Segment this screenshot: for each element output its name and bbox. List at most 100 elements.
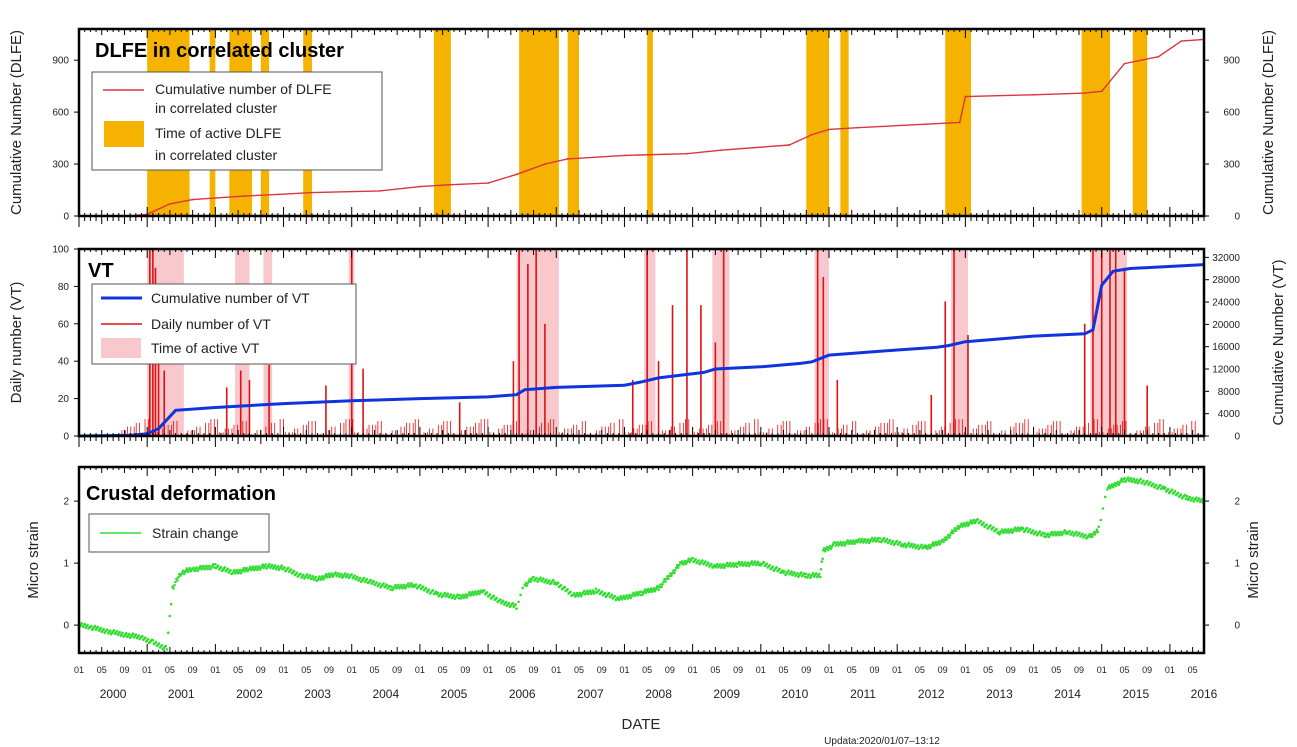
strain-point bbox=[389, 588, 392, 591]
dlfe-legend-label-cumulative-2: in correlated cluster bbox=[155, 100, 278, 116]
month-tick-label: 01 bbox=[415, 665, 425, 675]
dlfe-cumulative-point bbox=[379, 189, 382, 192]
strain-point bbox=[299, 572, 302, 576]
strain-point bbox=[468, 591, 471, 594]
strain-point bbox=[1163, 486, 1167, 489]
strain-point bbox=[815, 572, 818, 575]
strain-point bbox=[768, 564, 771, 567]
month-tick-label: 05 bbox=[915, 665, 925, 675]
strain-point bbox=[141, 634, 144, 638]
strain-point bbox=[525, 584, 528, 587]
dlfe-cumulative-point bbox=[1032, 93, 1035, 96]
strain-point bbox=[1094, 530, 1098, 534]
dlfe-y-axis-label-right: Cumulative Number (DLFE) bbox=[1260, 30, 1277, 215]
dlfe-active-period bbox=[567, 29, 579, 216]
strain-point bbox=[151, 638, 155, 642]
dlfe-cumulative-point bbox=[566, 157, 569, 160]
y-tick-label-right: 300 bbox=[1223, 160, 1240, 171]
strain-point bbox=[146, 638, 150, 641]
strain-point bbox=[864, 538, 867, 541]
strain-point bbox=[400, 583, 403, 587]
strain-point bbox=[515, 607, 518, 610]
y-tick-label: 2 bbox=[63, 497, 69, 508]
strain-legend: Strain change bbox=[88, 513, 270, 553]
month-tick-label: 05 bbox=[165, 665, 175, 675]
strain-point bbox=[771, 565, 774, 569]
strain-point bbox=[913, 543, 916, 546]
strain-point bbox=[1142, 479, 1145, 483]
strain-point bbox=[833, 541, 836, 544]
strain-point bbox=[979, 519, 982, 523]
strain-point bbox=[1195, 496, 1198, 499]
y-tick-label-right: 16000 bbox=[1212, 342, 1240, 353]
vt-active-period bbox=[516, 249, 559, 436]
strain-point bbox=[365, 578, 369, 581]
strain-point bbox=[952, 529, 956, 532]
strain-point bbox=[876, 536, 880, 540]
strain-point bbox=[526, 582, 529, 585]
strain-point bbox=[775, 566, 778, 569]
strain-point bbox=[449, 593, 453, 596]
vt-y-axis-label: Daily number (VT) bbox=[8, 282, 25, 404]
year-tick-label: 2012 bbox=[918, 687, 945, 701]
strain-point bbox=[594, 587, 598, 591]
y-tick-label: 0 bbox=[63, 432, 69, 443]
strain-panel-title: Crustal deformation bbox=[86, 483, 276, 505]
strain-point bbox=[931, 541, 935, 544]
strain-point bbox=[378, 582, 381, 585]
dlfe-cumulative-point bbox=[958, 121, 961, 124]
strain-point bbox=[882, 536, 886, 540]
y-tick-label: 60 bbox=[58, 319, 70, 330]
y-tick-label-right: 24000 bbox=[1212, 298, 1240, 309]
strain-point bbox=[112, 629, 116, 632]
strain-point bbox=[1034, 530, 1038, 533]
strain-point bbox=[625, 594, 628, 597]
strain-point bbox=[270, 563, 274, 567]
strain-point bbox=[249, 565, 252, 569]
month-tick-label: 01 bbox=[551, 665, 561, 675]
strain-point bbox=[530, 578, 533, 581]
strain-point bbox=[212, 562, 215, 566]
y-tick-label-right: 0 bbox=[1234, 432, 1240, 443]
strain-point bbox=[668, 574, 671, 578]
strain-point bbox=[944, 536, 947, 539]
strain-point bbox=[1093, 533, 1097, 536]
month-tick-label: 09 bbox=[392, 665, 402, 675]
strain-point bbox=[937, 540, 941, 543]
month-tick-label: 05 bbox=[642, 665, 652, 675]
year-tick-label: 2003 bbox=[304, 687, 331, 701]
strain-point bbox=[233, 568, 236, 572]
strain-point bbox=[308, 574, 312, 577]
strain-point bbox=[992, 526, 995, 529]
strain-point bbox=[418, 583, 422, 587]
strain-point bbox=[954, 529, 958, 533]
dlfe-cumulative-point bbox=[1083, 92, 1086, 94]
strain-point bbox=[1025, 526, 1029, 530]
strain-point bbox=[941, 538, 944, 541]
vt-y-ticks: 0 20 40 60 80 100 bbox=[52, 245, 79, 443]
vt-panel-frame bbox=[77, 247, 1206, 438]
month-tick-label: 09 bbox=[256, 665, 266, 675]
strain-point bbox=[928, 543, 931, 547]
strain-point bbox=[350, 573, 354, 576]
strain-point bbox=[951, 531, 955, 535]
update-timestamp: Updata:2020/01/07–13:12 bbox=[824, 736, 940, 747]
strain-point bbox=[588, 589, 592, 592]
strain-point bbox=[808, 573, 811, 576]
strain-point bbox=[539, 576, 542, 579]
strain-point bbox=[261, 563, 265, 566]
strain-point bbox=[858, 537, 861, 541]
strain-point bbox=[563, 585, 567, 589]
strain-point bbox=[639, 593, 642, 597]
strain-point bbox=[458, 594, 462, 597]
strain-point bbox=[1152, 482, 1155, 486]
strain-point bbox=[920, 543, 923, 547]
strain-point bbox=[514, 603, 517, 606]
year-tick-label: 2005 bbox=[441, 687, 468, 701]
strain-point bbox=[330, 572, 334, 575]
strain-point bbox=[671, 571, 674, 575]
month-tick-label: 01 bbox=[960, 665, 970, 675]
year-tick-label: 2004 bbox=[372, 687, 399, 701]
strain-point bbox=[1185, 494, 1189, 498]
y-tick-label-right: 8000 bbox=[1218, 387, 1241, 398]
